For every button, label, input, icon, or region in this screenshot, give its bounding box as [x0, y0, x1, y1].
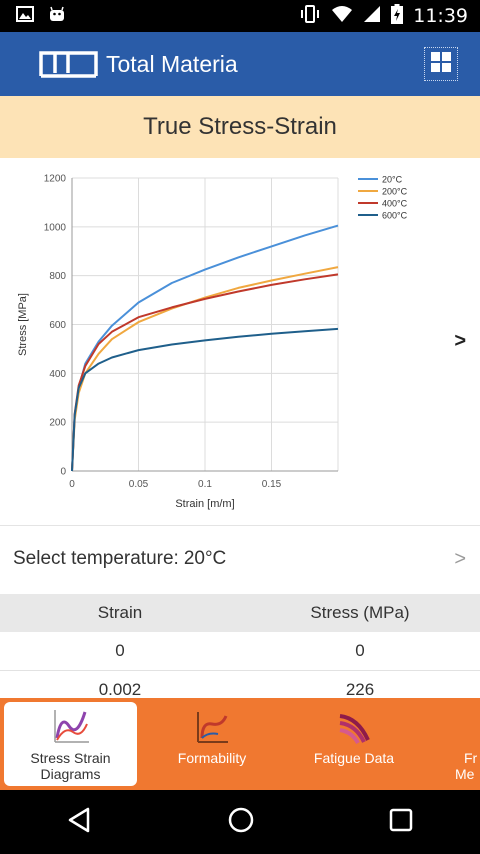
tab-stress-strain-diagrams[interactable]: Stress Strain Diagrams [4, 702, 137, 786]
grid-icon [430, 51, 452, 78]
series-line-400°C [71, 273, 339, 472]
tab-fatigue-data[interactable]: Fatigue Data [290, 702, 418, 786]
chart-next-button[interactable]: > [454, 330, 466, 352]
legend-label: 200°C [382, 187, 408, 197]
back-icon [68, 807, 90, 832]
back-button[interactable] [66, 806, 94, 839]
temperature-label: Select temperature: [13, 548, 179, 569]
home-icon [228, 807, 254, 832]
column-header-stress: Stress (MPa) [310, 603, 410, 622]
table-row: 0 0 [0, 632, 480, 671]
feature-tab-bar: Stress Strain Diagrams Formability [0, 698, 480, 790]
wifi-icon [331, 5, 353, 28]
tab-label-line1: Fr [464, 750, 478, 766]
legend-label: 20°C [382, 175, 403, 185]
y-tick-label: 1200 [44, 174, 67, 185]
tab-label-line1: Stress Strain [30, 750, 111, 766]
y-tick-label: 0 [60, 467, 66, 478]
cellular-icon [363, 5, 381, 28]
stress-strain-table: Strain Stress (MPa) 0 0 0.002 226 [0, 594, 480, 710]
app-title: Total Materia [106, 50, 238, 77]
y-axis-label: Stress [MPa] [17, 293, 29, 356]
page-title: True Stress-Strain [143, 113, 337, 140]
android-icon [48, 6, 66, 27]
clock: 11:39 [413, 5, 468, 27]
status-bar: 11:39 [0, 0, 480, 32]
stress-cell: 226 [345, 680, 375, 699]
fatigue-icon [336, 706, 372, 746]
total-materia-logo [38, 49, 100, 79]
tab-label-line2: Me [455, 766, 475, 782]
recents-icon [389, 808, 413, 831]
x-tick-label: 0.15 [262, 479, 282, 490]
series-line-600°C [71, 327, 339, 472]
tab-label-line1: Formability [177, 750, 247, 766]
x-tick-label: 0 [69, 479, 75, 490]
y-tick-label: 200 [49, 418, 66, 429]
temperature-selector[interactable]: Select temperature: 20°C > [0, 526, 480, 592]
divider [0, 525, 480, 526]
table-header: Strain Stress (MPa) [0, 594, 480, 632]
vibrate-icon [299, 4, 321, 28]
tab-formability[interactable]: Formability [148, 702, 276, 786]
temperature-value: 20°C [183, 548, 227, 569]
stress-cell: 0 [355, 641, 365, 660]
stress-strain-icon [51, 706, 91, 746]
tab-label-line2: Diagrams [40, 766, 101, 782]
legend-label: 600°C [382, 211, 408, 221]
tab-label-line1: Fatigue Data [313, 750, 395, 766]
app-bar: Total Materia [0, 32, 480, 96]
x-tick-label: 0.05 [129, 479, 149, 490]
x-tick-label: 0.1 [198, 479, 212, 490]
strain-cell: 0.002 [98, 680, 142, 699]
battery-icon [391, 3, 404, 29]
y-tick-label: 1000 [44, 222, 67, 233]
chevron-right-icon: > [454, 547, 466, 570]
formability-icon [194, 706, 230, 746]
gallery-icon [16, 5, 34, 27]
menu-grid-button[interactable] [424, 47, 458, 81]
tab-fracture-mechanics[interactable]: Fr Me [440, 702, 480, 786]
strain-cell: 0 [115, 641, 125, 660]
y-tick-label: 600 [49, 320, 66, 331]
recents-button[interactable] [388, 807, 414, 838]
stress-strain-chart: 0 200 400 600 800 1000 1200 0 0.05 0.1 0.15 Strain … [17, 174, 408, 511]
legend-label: 400°C [382, 199, 408, 209]
navigation-bar [0, 790, 480, 854]
y-tick-label: 400 [49, 369, 66, 380]
home-button[interactable] [226, 805, 256, 840]
page-header: True Stress-Strain [0, 96, 480, 158]
x-axis-label: Strain [m/m] [175, 498, 234, 510]
column-header-strain: Strain [97, 603, 143, 622]
chart-area: 0 200 400 600 800 1000 1200 0 0.05 0.1 0.15 Strain … [0, 158, 480, 524]
y-tick-label: 800 [49, 271, 66, 282]
